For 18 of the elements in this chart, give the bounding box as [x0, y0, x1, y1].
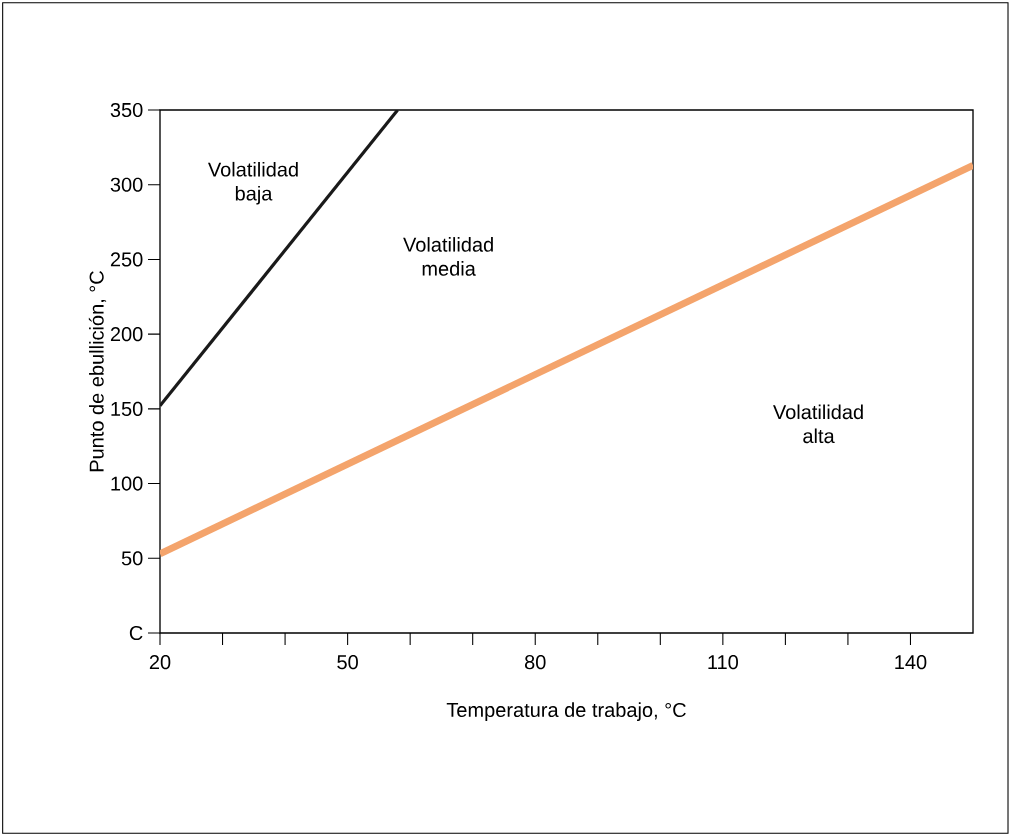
y-tick-label: 350	[110, 102, 143, 118]
y-tick-label: 200	[110, 327, 143, 342]
x-tick-label: 50	[337, 655, 358, 670]
y-tick-label: 250	[110, 252, 143, 267]
y-axis-title: Punto de ebullición, °C	[88, 271, 107, 472]
annotation: Volatilidad media	[403, 237, 493, 276]
x-tick-label: 20	[149, 655, 171, 670]
x-tick-label: 140	[895, 655, 927, 670]
x-tick-label: 80	[524, 655, 546, 670]
x-axis-title: Temperatura de trabajo, °C	[446, 702, 686, 721]
y-tick-label: C	[129, 625, 143, 641]
y-tick-label: 100	[111, 476, 143, 491]
x-tick-label: 110	[708, 655, 738, 670]
y-tick-label: 150	[111, 401, 143, 416]
annotation: Volatilidad baja	[207, 161, 298, 205]
y-tick-label: 50	[121, 551, 143, 566]
annotation: Volatilidad alta	[773, 404, 863, 444]
y-tick-label: 300	[110, 177, 143, 192]
